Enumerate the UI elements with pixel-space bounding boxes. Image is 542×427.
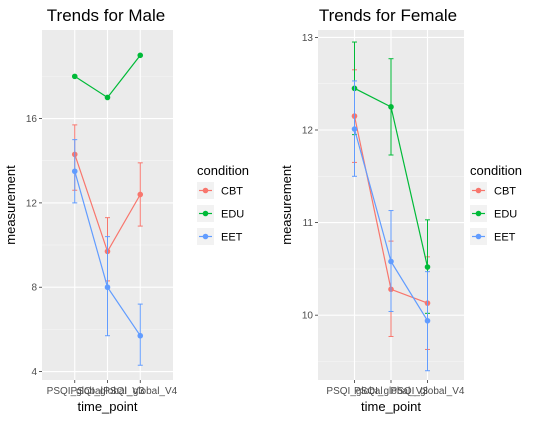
data-point	[137, 332, 144, 339]
x-axis-title: time_point	[78, 399, 138, 414]
data-point	[388, 104, 394, 110]
data-point	[137, 191, 144, 198]
x-tick-label: PSQI_global	[326, 386, 382, 397]
data-point	[71, 168, 78, 175]
legend-item-edu: EDU	[221, 209, 244, 221]
panel-male: Trends for Male 4 8 12 16 PSQI_globalPSQI_glo…	[3, 6, 249, 414]
series-eet	[351, 80, 431, 372]
y-tick-label: 10	[302, 311, 314, 322]
chart-title: Trends for Male	[47, 6, 165, 25]
legend-title: condition	[197, 163, 249, 178]
x-tick-label: PSQI_global	[47, 386, 103, 397]
legend-item-eet: EET	[221, 232, 243, 244]
y-tick-label: 12	[302, 126, 314, 137]
legend-title: condition	[470, 163, 522, 178]
series-eet	[71, 139, 144, 366]
panel-female: Trends for Female10111213PSQI_globalPSQI…	[279, 6, 522, 414]
data-point	[388, 258, 394, 265]
legend-key-point	[475, 187, 482, 194]
x-tick-label: PSQI_global_V4	[391, 386, 465, 397]
y-tick-label: 16	[26, 114, 38, 125]
y-tick-label: 13	[302, 33, 314, 44]
data-point	[424, 317, 431, 324]
data-point	[351, 126, 358, 132]
legend-item-cbt: CBT	[221, 186, 243, 198]
y-tick-label: 11	[303, 218, 314, 229]
x-tick-label: PSQI_global_V3	[71, 386, 145, 397]
data-point	[71, 73, 78, 80]
legend: condition CBT EDU EET	[470, 163, 522, 245]
legend: condition CBT EDU EET	[197, 163, 249, 245]
legend-key-point	[202, 233, 209, 240]
legend-item-edu: EDU	[494, 209, 517, 221]
y-tick-label: 4	[31, 367, 37, 378]
y-axis-title: measurement	[279, 165, 294, 245]
data-point	[104, 94, 111, 101]
data-point	[137, 52, 144, 59]
legend-key-point	[475, 233, 482, 240]
y-tick-label: 8	[31, 283, 37, 294]
legend-key-point	[202, 210, 209, 217]
x-axis-title: time_point	[361, 399, 421, 414]
legend-item-cbt: CBT	[494, 186, 516, 198]
data-point	[104, 284, 111, 291]
series-edu	[71, 52, 144, 101]
legend-item-eet: EET	[494, 232, 516, 244]
y-axis-title: measurement	[3, 165, 18, 245]
x-tick-label: PSQI_global_V4	[103, 386, 177, 397]
legend-key-point	[202, 187, 209, 194]
chart-title: Trends for Female	[319, 6, 457, 25]
legend-key-point	[475, 210, 482, 217]
y-tick-label: 12	[26, 198, 38, 209]
x-tick-label: PSQI_global_V3	[354, 386, 428, 397]
data-point	[424, 264, 431, 270]
